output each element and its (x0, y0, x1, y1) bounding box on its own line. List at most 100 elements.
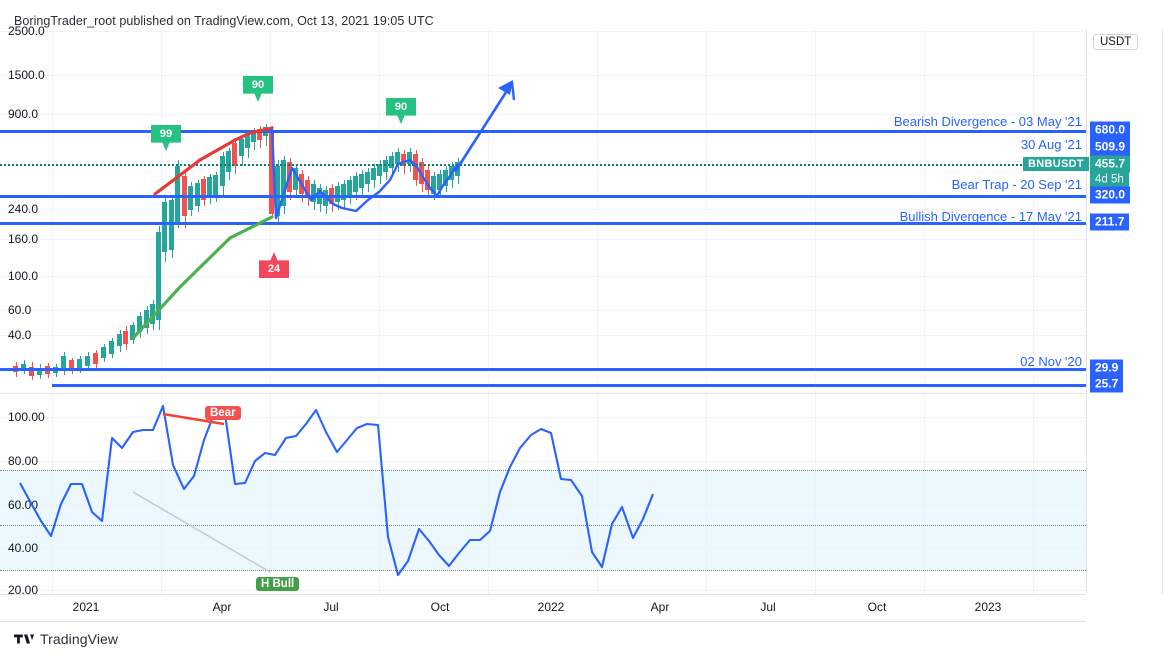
price-tick-label: 2500.0 (8, 24, 45, 38)
candle-body (425, 170, 430, 190)
level-line-bullish-divergence[interactable] (0, 222, 1086, 225)
price-tick-label: 900.0 (8, 107, 39, 121)
time-axis[interactable] (0, 594, 1086, 622)
candle-body (213, 175, 218, 196)
rsi-band (0, 470, 1086, 570)
candle-body (226, 151, 231, 172)
grid-line-horizontal (0, 461, 1086, 462)
current-price-dotted-line (0, 164, 1086, 166)
price-tick-label: 60.0 (8, 303, 32, 317)
candle-body (443, 170, 448, 186)
grid-line-horizontal (0, 276, 1086, 277)
rsi-hbull-tag[interactable]: H Bull (256, 577, 300, 591)
time-tick-label: Oct (867, 600, 887, 614)
grid-line-horizontal (0, 114, 1086, 115)
tradingview-logo-icon (14, 634, 34, 644)
price-badge[interactable]: 509.9 (1090, 138, 1131, 156)
candle-body (169, 200, 174, 250)
level-label-support-02-nov[interactable]: 02 Nov '20 (1020, 354, 1082, 369)
rsi-level-line (0, 570, 1086, 571)
rsi-tick-label: 100.00 (8, 410, 45, 424)
grid-line-vertical (597, 29, 598, 594)
grid-line-vertical (488, 29, 489, 594)
level-label-resistance-30-aug[interactable]: 30 Aug '21 (1020, 137, 1082, 152)
rsi-level-line (0, 525, 1086, 526)
price-tick-label: 40.0 (8, 328, 32, 342)
candle-body (109, 341, 114, 354)
time-tick-label: 2022 (537, 600, 565, 614)
candle-body (239, 139, 244, 156)
candle-body (85, 356, 90, 366)
price-tick-label: 100.0 (8, 269, 39, 283)
rsi-tick-label: 60.00 (8, 498, 39, 512)
level-label-bearish-divergence[interactable]: Bearish Divergence - 03 May '21 (893, 114, 1082, 129)
price-badge[interactable]: 25.7 (1090, 375, 1124, 393)
currency-chip[interactable]: USDT (1093, 34, 1139, 50)
rsi-level-line (0, 470, 1086, 471)
candle-body (37, 368, 42, 375)
candle-body (395, 152, 400, 164)
candle-body (162, 202, 167, 252)
candle-body (293, 168, 298, 190)
candle-body (413, 154, 418, 180)
candle-body (311, 184, 316, 202)
price-scale[interactable] (1086, 29, 1163, 594)
time-tick-label: Oct (430, 600, 450, 614)
publisher-line: BoringTrader_root published on TradingVi… (14, 14, 434, 28)
candle-body (299, 174, 304, 194)
time-tick-label: Apr (650, 600, 670, 614)
tradingview-wordmark: TradingView (40, 631, 119, 647)
candle-body (117, 334, 122, 346)
candle-body (61, 356, 66, 371)
rsi-bear-tag[interactable]: Bear (205, 406, 241, 420)
candle-body (437, 174, 442, 190)
candle-body (365, 172, 370, 184)
price-badge[interactable]: 320.0 (1090, 186, 1131, 204)
candle-body (335, 186, 340, 202)
grid-line-horizontal (0, 161, 1086, 162)
candle-body (101, 347, 106, 358)
grid-line-horizontal (0, 590, 1086, 591)
candle-body (269, 130, 274, 214)
symbol-price-chip[interactable]: BNBUSDT (1023, 157, 1089, 171)
level-line-support-lower[interactable] (52, 384, 1086, 387)
pane-divider (0, 393, 1086, 394)
grid-line-vertical (924, 29, 925, 594)
candle-body (156, 232, 161, 320)
grid-line-vertical (1033, 29, 1034, 594)
time-tick-label: Apr (212, 600, 232, 614)
candle-body (323, 190, 328, 206)
time-tick-label: 2021 (72, 600, 100, 614)
time-tick-label: Jul (323, 600, 339, 614)
level-line-support-02-nov[interactable] (0, 368, 1086, 371)
level-line-bearish-divergence[interactable] (0, 130, 1086, 133)
level-label-bullish-divergence[interactable]: Bullish Divergence - 17 May '21 (899, 209, 1082, 224)
candle-body (130, 325, 135, 340)
rsi-tick-label: 40.00 (8, 541, 39, 555)
grid-line-vertical (706, 29, 707, 594)
grid-line-horizontal (0, 310, 1086, 311)
candle-body (359, 174, 364, 188)
rsi-tick-label: 20.00 (8, 583, 39, 597)
price-badge[interactable]: 4d 5h (1090, 171, 1129, 189)
price-badge[interactable]: 211.7 (1090, 213, 1130, 231)
candle-body (449, 166, 454, 180)
price-badge[interactable]: 680.0 (1090, 121, 1131, 139)
price-badge[interactable]: 455.7 (1090, 155, 1131, 173)
candle-body (188, 186, 193, 210)
time-tick-label: Jul (760, 600, 776, 614)
level-label-bear-trap[interactable]: Bear Trap - 20 Sep '21 (951, 177, 1082, 192)
level-line-bear-trap[interactable] (0, 195, 1086, 198)
footer-branding: TradingView (14, 631, 118, 647)
candle-body (383, 160, 388, 172)
grid-line-horizontal (0, 239, 1086, 240)
candle-body (232, 143, 237, 166)
candle-body (389, 156, 394, 168)
grid-line-horizontal (0, 209, 1086, 210)
candle-body (431, 176, 436, 194)
grid-line-vertical (379, 29, 380, 594)
price-tick-label: 160.0 (8, 232, 39, 246)
price-badge[interactable]: 29.9 (1090, 359, 1124, 377)
candle-body (281, 160, 286, 206)
